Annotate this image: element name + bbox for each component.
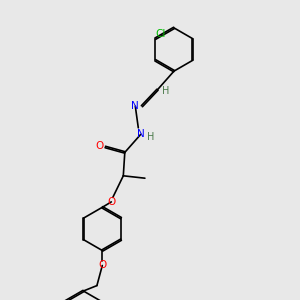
- Text: N: N: [137, 129, 145, 140]
- Text: N: N: [131, 101, 139, 111]
- Text: O: O: [107, 197, 116, 207]
- Text: H: H: [162, 86, 169, 96]
- Text: H: H: [147, 132, 155, 142]
- Text: O: O: [95, 140, 103, 151]
- Text: Cl: Cl: [155, 29, 166, 39]
- Text: O: O: [98, 260, 106, 271]
